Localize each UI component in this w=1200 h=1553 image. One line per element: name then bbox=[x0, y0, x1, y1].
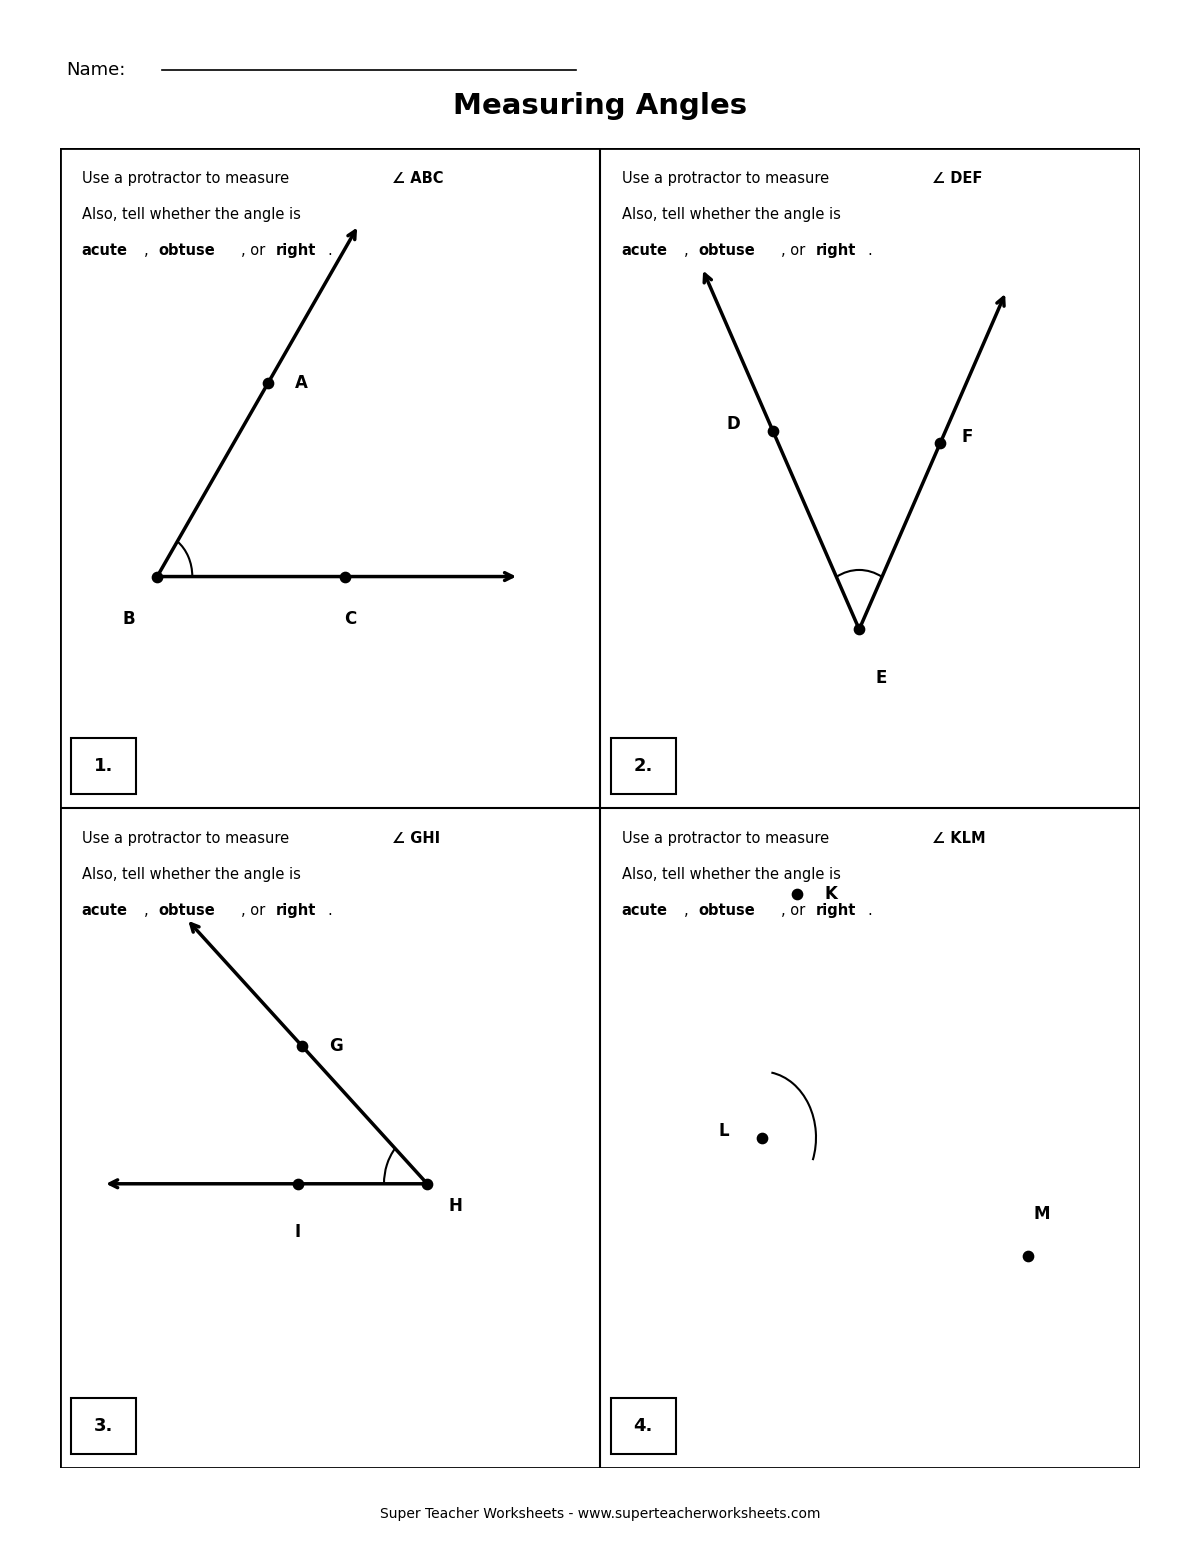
Text: ∠ KLM: ∠ KLM bbox=[932, 831, 985, 846]
Text: ∠ DEF: ∠ DEF bbox=[932, 171, 983, 186]
Text: .: . bbox=[328, 904, 332, 918]
Text: .: . bbox=[868, 904, 872, 918]
Point bbox=[763, 418, 782, 443]
Text: obtuse: obtuse bbox=[158, 904, 216, 918]
Point bbox=[850, 617, 869, 641]
Text: acute: acute bbox=[82, 244, 127, 258]
Text: obtuse: obtuse bbox=[698, 904, 756, 918]
Point bbox=[930, 432, 949, 457]
Text: Use a protractor to measure: Use a protractor to measure bbox=[622, 831, 833, 846]
Text: 3.: 3. bbox=[94, 1416, 113, 1435]
Text: ∠ ABC: ∠ ABC bbox=[392, 171, 444, 186]
Text: Name:: Name: bbox=[66, 61, 125, 79]
Text: A: A bbox=[295, 374, 308, 393]
Text: acute: acute bbox=[82, 904, 127, 918]
Text: , or: , or bbox=[781, 904, 810, 918]
Point bbox=[288, 1171, 307, 1196]
Text: D: D bbox=[727, 415, 740, 433]
Text: Measuring Angles: Measuring Angles bbox=[452, 92, 748, 120]
Text: I: I bbox=[294, 1224, 301, 1241]
Text: F: F bbox=[961, 427, 973, 446]
Text: ,: , bbox=[144, 904, 152, 918]
Text: Super Teacher Worksheets - www.superteacherworksheets.com: Super Teacher Worksheets - www.superteac… bbox=[379, 1506, 821, 1522]
Text: B: B bbox=[122, 610, 136, 627]
Text: Also, tell whether the angle is: Also, tell whether the angle is bbox=[82, 867, 300, 882]
Point bbox=[258, 371, 277, 396]
Text: right: right bbox=[816, 904, 857, 918]
Text: acute: acute bbox=[622, 244, 667, 258]
Text: E: E bbox=[876, 669, 887, 686]
Text: G: G bbox=[329, 1037, 343, 1054]
Text: right: right bbox=[276, 904, 317, 918]
Text: Also, tell whether the angle is: Also, tell whether the angle is bbox=[622, 867, 840, 882]
Text: .: . bbox=[328, 244, 332, 258]
Text: .: . bbox=[868, 244, 872, 258]
Point bbox=[293, 1034, 312, 1059]
Text: Use a protractor to measure: Use a protractor to measure bbox=[622, 171, 833, 186]
Point bbox=[1019, 1244, 1038, 1269]
Text: 1.: 1. bbox=[94, 756, 113, 775]
FancyBboxPatch shape bbox=[258, 64, 942, 151]
Text: , or: , or bbox=[781, 244, 810, 258]
Text: ,: , bbox=[684, 244, 692, 258]
Text: , or: , or bbox=[241, 904, 270, 918]
Text: 4.: 4. bbox=[634, 1416, 653, 1435]
Text: right: right bbox=[276, 244, 317, 258]
Text: M: M bbox=[1034, 1205, 1050, 1224]
FancyBboxPatch shape bbox=[611, 1398, 676, 1454]
Text: right: right bbox=[816, 244, 857, 258]
Text: H: H bbox=[449, 1197, 463, 1214]
Text: C: C bbox=[344, 610, 356, 627]
Point bbox=[752, 1124, 772, 1149]
Point bbox=[148, 564, 167, 589]
Text: Use a protractor to measure: Use a protractor to measure bbox=[82, 171, 293, 186]
Text: acute: acute bbox=[622, 904, 667, 918]
FancyBboxPatch shape bbox=[71, 738, 136, 795]
Text: Also, tell whether the angle is: Also, tell whether the angle is bbox=[622, 207, 840, 222]
Text: obtuse: obtuse bbox=[698, 244, 756, 258]
Text: obtuse: obtuse bbox=[158, 244, 216, 258]
Text: K: K bbox=[824, 885, 836, 904]
Text: Also, tell whether the angle is: Also, tell whether the angle is bbox=[82, 207, 300, 222]
Text: Use a protractor to measure: Use a protractor to measure bbox=[82, 831, 293, 846]
Point bbox=[787, 882, 806, 907]
Point bbox=[418, 1171, 437, 1196]
Text: 2.: 2. bbox=[634, 756, 653, 775]
Text: L: L bbox=[719, 1121, 730, 1140]
Text: , or: , or bbox=[241, 244, 270, 258]
Point bbox=[336, 564, 355, 589]
Text: ,: , bbox=[144, 244, 152, 258]
FancyBboxPatch shape bbox=[71, 1398, 136, 1454]
FancyBboxPatch shape bbox=[611, 738, 676, 795]
Text: ∠ GHI: ∠ GHI bbox=[392, 831, 440, 846]
Text: ,: , bbox=[684, 904, 692, 918]
